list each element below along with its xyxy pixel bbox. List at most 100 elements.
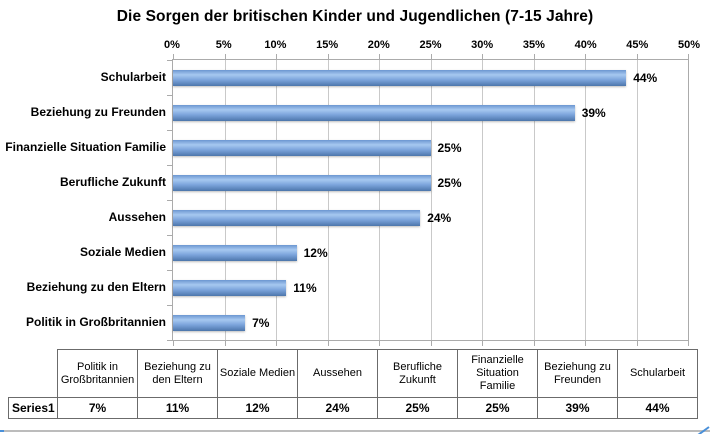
category-label-beziehung-zu-den-eltern: Beziehung zu den Eltern <box>26 279 166 294</box>
axis-tick <box>533 54 535 59</box>
axis-tick <box>430 341 432 346</box>
bar-row-beziehung-zu-freunden: 39% <box>173 95 688 130</box>
axis-tick <box>167 95 172 96</box>
bar-row-berufliche-zukunft: 25% <box>173 165 688 200</box>
x-axis-label: 20% <box>367 39 390 51</box>
plot-area: 44% 39% 25% 25% 24% 12% 11% 7% <box>167 54 689 346</box>
table-value-schularbeit: 44% <box>617 397 698 419</box>
data-label-soziale-medien: 12% <box>303 245 328 260</box>
table-header-schularbeit: Schularbeit <box>617 349 698 398</box>
bar-row-soziale-medien: 12% <box>173 235 688 270</box>
axis-tick <box>167 165 172 166</box>
x-axis-label: 40% <box>574 39 597 51</box>
category-label-beziehung-zu-freunden: Beziehung zu Freunden <box>30 104 166 119</box>
bar-soziale-medien[interactable] <box>173 244 297 261</box>
table-header-beziehung-zu-den-eltern: Beziehung zu den Eltern <box>137 349 218 398</box>
x-axis-label: 25% <box>419 39 442 51</box>
table-header-soziale-medien: Soziale Medien <box>217 349 298 398</box>
bar-politik-in-gro-britannien[interactable] <box>173 314 246 331</box>
bar-berufliche-zukunft[interactable] <box>173 174 431 191</box>
axis-tick <box>167 130 172 131</box>
axis-tick <box>327 341 329 346</box>
gridline <box>379 60 380 340</box>
category-label-finanzielle-situation-familie: Finanzielle Situation Familie <box>5 139 166 154</box>
table-value-berufliche-zukunft: 25% <box>377 397 458 419</box>
gridline <box>224 60 226 340</box>
x-axis-label: 35% <box>522 39 545 51</box>
x-axis-label: 30% <box>471 39 494 51</box>
x-axis-label: 5% <box>215 39 232 51</box>
axis-tick <box>173 341 174 346</box>
data-label-schularbeit: 44% <box>633 70 658 85</box>
axis-tick <box>167 340 172 341</box>
axis-tick <box>379 341 380 346</box>
chart-data-table: Politik in Großbritannien Beziehung zu de… <box>8 349 698 419</box>
table-header-finanzielle-situation-familie: Finanzielle Situation Familie <box>457 349 538 398</box>
bar-aussehen[interactable] <box>173 209 421 226</box>
table-value-politik-in-gro-britannien: 7% <box>57 397 138 419</box>
bar-row-finanzielle-situation-familie: 25% <box>173 130 688 165</box>
bar-row-aussehen: 24% <box>173 200 688 235</box>
gridline <box>533 60 535 340</box>
data-label-aussehen: 24% <box>427 210 452 225</box>
table-value-soziale-medien: 12% <box>217 397 298 419</box>
selection-edge-left <box>0 430 4 432</box>
axis-tick <box>173 54 174 59</box>
axis-tick <box>167 235 172 236</box>
x-axis-label: 10% <box>264 39 287 51</box>
gridline <box>430 60 432 340</box>
bar-schularbeit[interactable] <box>173 69 627 86</box>
axis-tick <box>224 341 226 346</box>
x-axis-label: 15% <box>316 39 339 51</box>
bar-row-politik-in-gro-britannien: 7% <box>173 305 688 340</box>
data-label-berufliche-zukunft: 25% <box>437 175 462 190</box>
table-value-finanzielle-situation-familie: 25% <box>457 397 538 419</box>
gridline <box>276 60 277 340</box>
table-row-label: Series1 <box>8 397 58 419</box>
category-label-politik-in-gro-britannien: Politik in Großbritannien <box>25 314 166 329</box>
table-header-beziehung-zu-freunden: Beziehung zu Freunden <box>537 349 618 398</box>
axis-tick <box>482 54 483 59</box>
axis-tick <box>276 54 277 59</box>
category-label-soziale-medien: Soziale Medien <box>79 244 166 259</box>
bar-row-schularbeit: 44% <box>173 60 688 95</box>
category-label-berufliche-zukunft: Berufliche Zukunft <box>59 174 166 189</box>
axis-tick <box>379 54 380 59</box>
table-header-aussehen: Aussehen <box>297 349 378 398</box>
chart-frame-bottom-edge <box>0 430 710 432</box>
axis-tick <box>688 341 689 346</box>
axis-tick <box>167 305 172 306</box>
category-label-aussehen: Aussehen <box>108 209 166 224</box>
axis-tick <box>533 341 535 346</box>
axis-tick <box>585 341 586 346</box>
axis-tick <box>636 341 638 346</box>
data-label-politik-in-gro-britannien: 7% <box>252 315 270 330</box>
gridline <box>636 60 638 340</box>
table-value-beziehung-zu-freunden: 39% <box>537 397 618 419</box>
axis-tick <box>688 54 689 59</box>
category-label-schularbeit: Schularbeit <box>100 69 166 84</box>
x-axis: 0% 5% 10% 15% 20% 25% 30% 35% 40% 45% 50% <box>164 39 700 52</box>
axis-tick <box>224 54 226 59</box>
axis-tick <box>636 54 638 59</box>
resize-grip-icon[interactable] <box>697 423 710 434</box>
bar-row-beziehung-zu-den-eltern: 11% <box>173 270 688 305</box>
bar-beziehung-zu-den-eltern[interactable] <box>173 279 287 296</box>
data-label-finanzielle-situation-familie: 25% <box>437 140 462 155</box>
table-value-beziehung-zu-den-eltern: 11% <box>137 397 218 419</box>
axis-tick <box>585 54 586 59</box>
table-header-berufliche-zukunft: Berufliche Zukunft <box>377 349 458 398</box>
axis-tick <box>430 54 432 59</box>
axis-tick <box>167 60 172 61</box>
x-axis-label: 0% <box>164 39 180 51</box>
gridline <box>327 60 329 340</box>
bar-finanzielle-situation-familie[interactable] <box>173 139 431 156</box>
data-label-beziehung-zu-freunden: 39% <box>581 105 606 120</box>
axis-tick <box>167 200 172 201</box>
data-table: Politik in Großbritannien Beziehung zu de… <box>8 349 698 419</box>
gridline <box>482 60 483 340</box>
bar-beziehung-zu-freunden[interactable] <box>173 104 575 121</box>
x-axis-label: 45% <box>626 39 649 51</box>
axis-tick <box>482 341 483 346</box>
